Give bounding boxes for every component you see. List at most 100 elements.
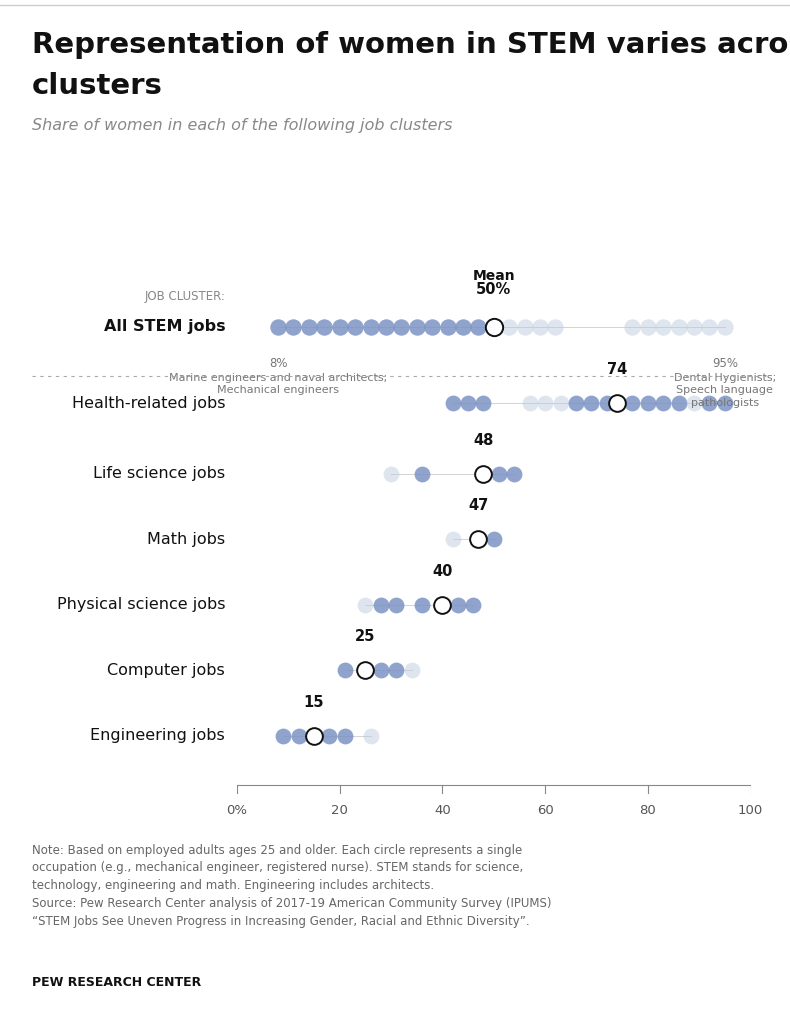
Point bbox=[288, 318, 300, 335]
Point bbox=[390, 662, 403, 678]
Point bbox=[549, 318, 562, 335]
Point bbox=[385, 465, 397, 482]
Text: 20: 20 bbox=[331, 804, 348, 817]
Text: Source: Pew Research Center analysis of 2017-19 American Community Survey (IPUMS: Source: Pew Research Center analysis of … bbox=[32, 897, 551, 928]
Point bbox=[719, 318, 732, 335]
Point bbox=[307, 727, 321, 744]
Text: 25: 25 bbox=[356, 629, 375, 644]
Point bbox=[472, 531, 485, 547]
Text: PEW RESEARCH CENTER: PEW RESEARCH CENTER bbox=[32, 976, 201, 989]
Text: Physical science jobs: Physical science jobs bbox=[57, 597, 225, 613]
Point bbox=[719, 395, 732, 411]
Point bbox=[416, 596, 428, 613]
Point bbox=[441, 318, 453, 335]
Point bbox=[349, 318, 362, 335]
Point bbox=[611, 395, 623, 411]
Point bbox=[467, 596, 480, 613]
Text: Share of women in each of the following job clusters: Share of women in each of the following … bbox=[32, 118, 452, 133]
Point bbox=[493, 465, 506, 482]
Text: Math jobs: Math jobs bbox=[147, 532, 225, 547]
Point bbox=[436, 596, 449, 613]
Point bbox=[487, 531, 500, 547]
Text: 80: 80 bbox=[639, 804, 656, 817]
Point bbox=[477, 465, 490, 482]
Text: Note: Based on employed adults ages 25 and older. Each circle represents a singl: Note: Based on employed adults ages 25 a… bbox=[32, 844, 523, 892]
Point bbox=[272, 318, 284, 335]
Point bbox=[359, 662, 372, 678]
Text: 95%: 95% bbox=[712, 357, 738, 369]
Text: 40: 40 bbox=[434, 804, 451, 817]
Point bbox=[276, 727, 289, 744]
Text: Computer jobs: Computer jobs bbox=[107, 663, 225, 678]
Text: 15: 15 bbox=[304, 695, 324, 710]
Text: Dental Hygienists;
Speech language
pathologists: Dental Hygienists; Speech language patho… bbox=[674, 373, 776, 408]
Point bbox=[672, 395, 685, 411]
Text: 48: 48 bbox=[473, 433, 494, 448]
Text: clusters: clusters bbox=[32, 72, 163, 99]
Point bbox=[641, 318, 654, 335]
Point bbox=[472, 318, 485, 335]
Point bbox=[333, 318, 346, 335]
Point bbox=[641, 395, 654, 411]
Point bbox=[405, 662, 418, 678]
Point bbox=[446, 395, 459, 411]
Text: JOB CLUSTER:: JOB CLUSTER: bbox=[145, 291, 225, 303]
Point bbox=[411, 318, 423, 335]
Point bbox=[585, 395, 598, 411]
Point bbox=[518, 318, 531, 335]
Point bbox=[338, 662, 351, 678]
Text: Mean: Mean bbox=[472, 269, 515, 283]
Point bbox=[687, 395, 700, 411]
Text: 50%: 50% bbox=[476, 281, 511, 297]
Point bbox=[390, 596, 403, 613]
Text: 0%: 0% bbox=[227, 804, 247, 817]
Point bbox=[446, 531, 459, 547]
Point bbox=[687, 318, 700, 335]
Point bbox=[379, 318, 392, 335]
Point bbox=[533, 318, 546, 335]
Point bbox=[555, 395, 567, 411]
Point bbox=[461, 395, 474, 411]
Point bbox=[359, 596, 372, 613]
Point bbox=[318, 318, 331, 335]
Point bbox=[457, 318, 469, 335]
Text: 60: 60 bbox=[536, 804, 554, 817]
Text: 47: 47 bbox=[468, 498, 488, 514]
Text: Representation of women in STEM varies across job: Representation of women in STEM varies a… bbox=[32, 31, 790, 58]
Point bbox=[672, 318, 685, 335]
Point bbox=[374, 596, 387, 613]
Point bbox=[508, 465, 521, 482]
Point bbox=[656, 395, 669, 411]
Point bbox=[303, 318, 315, 335]
Point bbox=[477, 395, 490, 411]
Point bbox=[374, 662, 387, 678]
Point bbox=[395, 318, 408, 335]
Text: Marine engineers and naval architects;
Mechanical engineers: Marine engineers and naval architects; M… bbox=[169, 373, 387, 396]
Text: 8%: 8% bbox=[269, 357, 288, 369]
Point bbox=[364, 318, 377, 335]
Point bbox=[600, 395, 613, 411]
Point bbox=[416, 465, 428, 482]
Point bbox=[656, 318, 669, 335]
Text: 74: 74 bbox=[607, 362, 627, 376]
Point bbox=[626, 318, 638, 335]
Point bbox=[426, 318, 438, 335]
Text: All STEM jobs: All STEM jobs bbox=[103, 319, 225, 335]
Text: Life science jobs: Life science jobs bbox=[93, 466, 225, 482]
Point bbox=[338, 727, 351, 744]
Point bbox=[451, 596, 464, 613]
Point bbox=[292, 727, 305, 744]
Text: Health-related jobs: Health-related jobs bbox=[72, 396, 225, 410]
Text: 100: 100 bbox=[738, 804, 763, 817]
Point bbox=[487, 318, 500, 335]
Point bbox=[523, 395, 536, 411]
Text: Engineering jobs: Engineering jobs bbox=[90, 728, 225, 744]
Point bbox=[364, 727, 377, 744]
Point bbox=[502, 318, 515, 335]
Point bbox=[539, 395, 551, 411]
Text: 40: 40 bbox=[432, 564, 453, 579]
Point bbox=[703, 395, 716, 411]
Point bbox=[703, 318, 716, 335]
Point bbox=[626, 395, 638, 411]
Point bbox=[570, 395, 582, 411]
